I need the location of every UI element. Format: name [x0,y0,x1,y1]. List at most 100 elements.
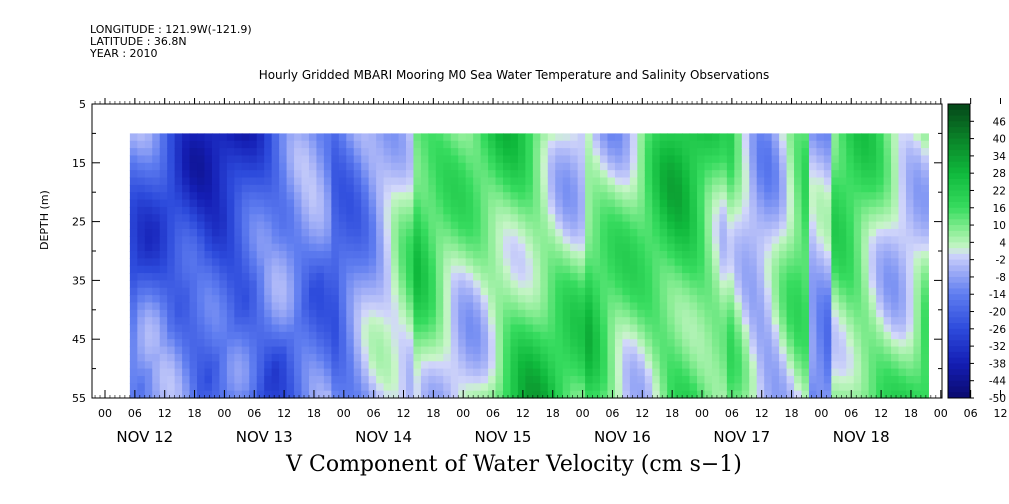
heatmap-cell [831,375,840,384]
heatmap-cell [823,258,832,267]
heatmap-cell [667,251,676,259]
heatmap-cell [129,273,138,281]
heatmap-cell [913,346,922,355]
heatmap-cell [189,206,198,215]
heatmap-cell [771,295,780,304]
heatmap-cell [197,155,206,164]
heatmap-cell [211,162,221,171]
heatmap-cell [241,287,250,296]
heatmap-cell [607,317,616,326]
heatmap-cell [286,287,295,296]
colorbar-swatch [948,305,970,313]
heatmap-cell [503,199,512,208]
heatmap-cell [607,383,616,392]
heatmap-cell [368,228,377,237]
heatmap-cell [465,361,474,370]
heatmap-cell [764,140,773,149]
heatmap-cell [868,184,877,193]
heatmap-cell [652,309,661,318]
heatmap-cell [353,214,362,223]
heatmap-cell [629,353,638,362]
heatmap-cell [547,375,556,384]
heatmap-cell [831,390,840,399]
heatmap-cell [249,390,258,399]
heatmap-cell [517,302,526,311]
heatmap-cell [853,295,862,304]
heatmap-cell [338,339,347,348]
x-tick-label: 06 [367,407,381,420]
heatmap-cell [622,331,631,340]
heatmap-cell [734,361,743,370]
heatmap-cell [197,317,206,326]
heatmap-cell [256,302,265,311]
heatmap-cell [398,170,407,179]
x-day-label: NOV 14 [355,428,412,446]
heatmap-cell [211,228,221,237]
heatmap-cell [764,184,773,193]
heatmap-cell [592,184,601,193]
heatmap-cell [719,324,728,333]
heatmap-cell [801,375,810,384]
heatmap-cell [405,295,415,304]
heatmap-cell [644,265,653,274]
heatmap-cell [495,140,504,149]
heatmap-cell [137,353,146,362]
heatmap-cell [503,148,512,157]
heatmap-cell [920,140,929,149]
heatmap-cell [808,346,818,355]
heatmap-cell [279,265,288,274]
heatmap-cell [883,390,892,399]
heatmap-cell [435,258,444,267]
heatmap-cell [652,206,661,215]
heatmap-cell [540,324,549,333]
heatmap-cell [883,155,892,164]
heatmap-cell [398,243,407,252]
heatmap-cell [137,243,146,252]
heatmap-cell [234,390,243,399]
heatmap-cell [801,390,810,399]
heatmap-cell [435,251,444,259]
heatmap-cell [488,140,497,149]
heatmap-cell [697,302,706,311]
heatmap-cell [473,295,482,304]
heatmap-cell [771,324,780,333]
heatmap-cell [801,177,810,186]
heatmap-cell [801,287,810,296]
heatmap-cell [346,251,355,259]
heatmap-cell [577,368,586,377]
heatmap-cell [264,192,273,201]
heatmap-cell [637,192,646,201]
heatmap-cell [838,251,847,259]
heatmap-cell [726,302,735,311]
heatmap-cell [555,140,564,149]
heatmap-cell [294,390,303,399]
heatmap-cell [376,361,385,370]
heatmap-cell [517,361,526,370]
heatmap-cell [726,390,735,399]
heatmap-cell [637,214,646,223]
heatmap-cell [211,184,221,193]
heatmap-cell [920,368,929,377]
heatmap-cell [532,148,541,157]
heatmap-cell [861,309,870,318]
heatmap-cell [383,287,392,296]
heatmap-cell [622,353,631,362]
heatmap-cell [473,251,482,259]
heatmap-cell [846,295,855,304]
heatmap-cell [144,383,153,392]
heatmap-cell [525,280,534,289]
heatmap-cell [905,214,915,223]
heatmap-cell [241,346,250,355]
heatmap-cell [883,265,892,274]
heatmap-cell [540,155,549,164]
colorbar-swatch [948,265,970,272]
heatmap-cell [405,265,415,274]
heatmap-cell [861,346,870,355]
heatmap-cell [480,383,489,392]
heatmap-cell [756,140,765,149]
heatmap-cell [405,309,415,318]
heatmap-cell [167,177,176,186]
heatmap-cell [316,390,325,399]
heatmap-cell [823,280,832,289]
heatmap-cell [667,140,676,149]
